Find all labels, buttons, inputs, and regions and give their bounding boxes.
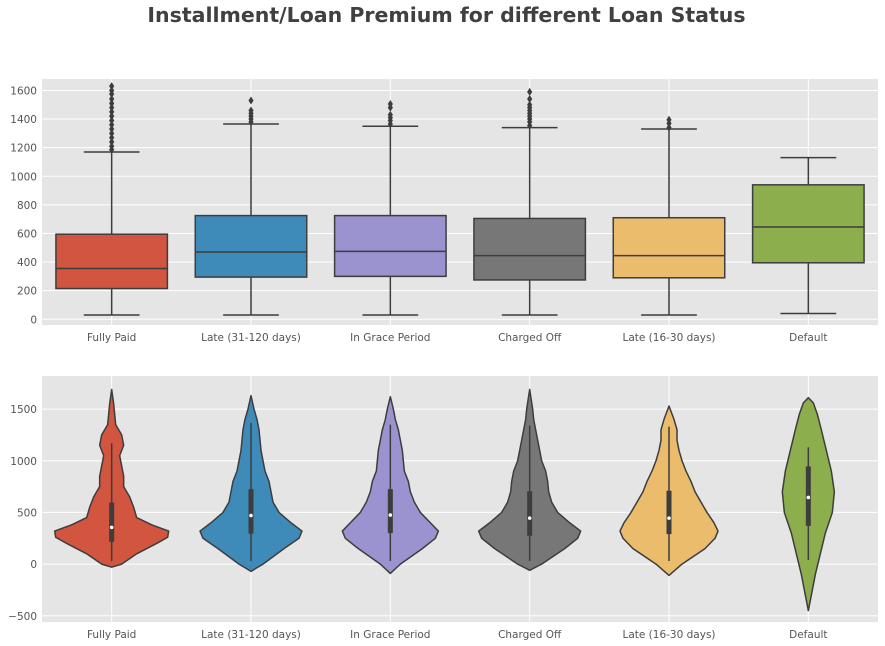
box-outlier	[109, 137, 115, 146]
top-y-tick-label: 0	[30, 314, 37, 326]
violin-median-dot	[806, 495, 811, 500]
bottom-y-tick-label: 1500	[10, 404, 37, 416]
box-iqr	[612, 216, 726, 279]
box-5	[612, 115, 726, 316]
violin-median-dot	[667, 516, 671, 520]
box-2	[194, 96, 308, 316]
box-outlier	[248, 106, 254, 115]
box-iqr	[473, 217, 587, 281]
box-1	[55, 82, 169, 316]
violin-1	[53, 388, 170, 568]
bottom-x-tick-label: In Grace Period	[350, 629, 430, 641]
box-4	[473, 87, 587, 316]
bottom-x-tick-label: Charged Off	[498, 629, 562, 641]
bottom-x-tick-label: Default	[789, 629, 827, 641]
violin-median-dot	[388, 513, 393, 517]
box-iqr	[194, 214, 308, 278]
top-y-tick-label: 1600	[10, 85, 37, 97]
violin-median-dot	[527, 516, 532, 520]
box-outlier	[527, 87, 533, 96]
top-x-tick-label: In Grace Period	[350, 332, 430, 344]
violin-iqr-bar	[248, 489, 254, 534]
box-outlier	[527, 95, 533, 104]
bottom-y-tick-label: 0	[30, 559, 37, 571]
box-outlier	[666, 115, 672, 124]
top-x-tick-label: Charged Off	[498, 332, 562, 344]
box-outlier	[109, 129, 115, 138]
box-outlier	[109, 112, 115, 121]
violin-iqr-bar	[527, 491, 533, 536]
violin-4	[477, 388, 582, 572]
top-y-tick-label: 1200	[10, 143, 37, 155]
box-outlier	[109, 133, 115, 142]
box-outlier	[387, 110, 393, 119]
box-outlier	[109, 142, 115, 151]
chart-title: Installment/Loan Premium for different L…	[147, 3, 746, 27]
box-outlier	[109, 95, 115, 104]
bottom-x-tick-label: Late (16-30 days)	[622, 629, 715, 641]
top-y-tick-label: 800	[17, 200, 37, 212]
box-3	[333, 100, 447, 316]
violin-6	[781, 396, 836, 612]
top-y-tick-label: 600	[17, 228, 37, 240]
bottom-x-tick-label: Fully Paid	[87, 629, 136, 641]
box-outlier	[109, 86, 115, 95]
box-iqr	[751, 184, 865, 264]
violin-iqr-bar	[387, 489, 393, 534]
box-plot-panel: 0 200 400 600 800 1000 1200 1400 1600 Fully Paid L…	[10, 79, 878, 344]
violin-median-dot	[109, 525, 114, 530]
bottom-y-tick-label: 500	[17, 507, 37, 519]
box-outlier	[109, 125, 115, 134]
box-outlier	[527, 100, 533, 109]
violin-3	[341, 395, 440, 575]
bottom-x-tick-label: Late (31-120 days)	[201, 629, 301, 641]
top-x-tick-label: Late (16-30 days)	[622, 332, 715, 344]
bottom-y-tick-label: 1000	[10, 456, 37, 468]
box-outlier	[248, 96, 254, 105]
top-x-tick-label: Default	[789, 332, 827, 344]
violin-iqr-bar	[109, 502, 115, 542]
box-iqr	[333, 214, 447, 278]
violin-plot-panel: −500 0 500 1000 1500 Fully Paid Late (31-120 d…	[8, 376, 878, 641]
violin-median-dot	[249, 513, 253, 518]
box-outlier	[109, 82, 115, 91]
bottom-y-tick-label: −500	[8, 611, 37, 623]
violin-iqr-bar	[666, 490, 672, 535]
top-y-tick-label: 400	[17, 257, 37, 269]
violin-5	[619, 405, 719, 577]
box-outlier	[387, 100, 393, 109]
violin-2	[199, 394, 303, 573]
top-plot-background	[42, 79, 878, 325]
box-outlier	[109, 99, 115, 108]
bottom-plot-background	[42, 376, 878, 622]
top-y-tick-label: 1400	[10, 114, 37, 126]
box-outlier	[109, 120, 115, 129]
top-x-tick-label: Late (31-120 days)	[201, 332, 301, 344]
box-outlier	[109, 116, 115, 125]
box-outlier	[109, 103, 115, 112]
box-outlier	[109, 107, 115, 116]
box-outlier	[666, 123, 672, 132]
box-iqr	[55, 233, 169, 290]
top-x-tick-label: Fully Paid	[87, 332, 136, 344]
top-y-tick-label: 1000	[10, 171, 37, 183]
top-y-tick-label: 200	[17, 286, 37, 298]
box-6	[751, 156, 865, 315]
